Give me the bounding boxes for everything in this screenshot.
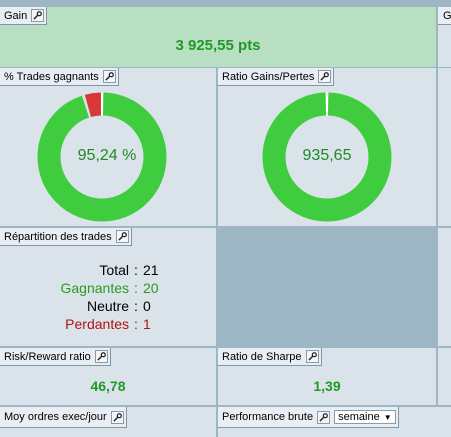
sharpe-panel: Ratio de Sharpe 1,39	[218, 348, 436, 405]
stat-key: Perdantes	[65, 316, 129, 332]
empty-panel	[218, 228, 436, 346]
repartition-title: Répartition des trades	[4, 230, 112, 243]
risk-reward-tab[interactable]: Risk/Reward ratio	[0, 348, 111, 366]
trades-gagnants-win-slice	[37, 92, 167, 222]
wrench-icon[interactable]	[317, 410, 331, 424]
stat-key: Neutre	[86, 298, 129, 314]
sharpe-tab[interactable]: Ratio de Sharpe	[218, 348, 322, 366]
partial-tab-title: G	[443, 9, 451, 22]
stat-key: Gagnantes	[60, 280, 130, 296]
ratio-gains-pertes-donut	[262, 92, 392, 222]
repartition-panel: Répartition des trades Total : 21 Gagnan…	[0, 228, 216, 346]
ratio-gains-pertes-panel: Ratio Gains/Pertes 935,65	[218, 68, 436, 226]
wrench-icon[interactable]	[305, 350, 319, 363]
stat-value: 0	[143, 298, 151, 314]
stat-row-gagnantes: Gagnantes : 20	[52, 279, 159, 297]
risk-reward-panel: Risk/Reward ratio 46,78	[0, 348, 216, 405]
stat-sep: :	[134, 262, 138, 278]
perf-brute-panel: Performance brute semaine ▼	[218, 407, 451, 437]
moy-ordres-tab[interactable]: Moy ordres exec/jour	[0, 407, 127, 428]
perf-brute-tab[interactable]: Performance brute semaine ▼	[218, 407, 399, 428]
repartition-tab[interactable]: Répartition des trades	[0, 228, 132, 246]
gain-title: Gain	[4, 9, 28, 22]
stat-key: Total	[99, 262, 129, 278]
risk-reward-title: Risk/Reward ratio	[4, 350, 91, 363]
wrench-icon[interactable]	[94, 350, 108, 363]
right-strip-3	[438, 348, 451, 405]
wrench-icon[interactable]	[31, 9, 45, 22]
trades-gagnants-label: 95,24 %	[77, 147, 137, 164]
stat-row-total: Total : 21	[52, 261, 159, 279]
stat-row-neutre: Neutre : 0	[52, 297, 159, 315]
perf-brute-title: Performance brute	[222, 411, 314, 423]
gain-panel: Gain 3 925,55 pts	[0, 7, 436, 67]
trade-stats: Total : 21 Gagnantes : 20 Neutre : 0 Per…	[52, 261, 159, 333]
stat-value: 1	[143, 316, 151, 332]
wrench-icon[interactable]	[110, 410, 124, 424]
trades-gagnants-tab[interactable]: % Trades gagnants	[0, 68, 119, 86]
stat-row-perdantes: Perdantes : 1	[52, 315, 159, 333]
stat-sep: :	[134, 280, 138, 296]
period-select-value: semaine	[338, 411, 380, 423]
sharpe-title: Ratio de Sharpe	[222, 350, 302, 363]
stat-sep: :	[134, 298, 138, 314]
moy-ordres-title: Moy ordres exec/jour	[4, 411, 107, 423]
sharpe-value: 1,39	[313, 378, 341, 394]
gain-value: 3 925,55 pts	[175, 37, 261, 54]
partial-panel: G	[438, 7, 451, 67]
partial-tab[interactable]: G	[438, 7, 451, 25]
wrench-icon[interactable]	[115, 230, 129, 243]
risk-reward-value: 46,78	[90, 378, 126, 394]
stat-sep: :	[134, 316, 138, 332]
ratio-gains-pertes-win-slice	[262, 92, 392, 222]
stat-value: 21	[143, 262, 159, 278]
right-strip	[438, 68, 451, 226]
right-strip-2	[438, 228, 451, 346]
gain-tab[interactable]: Gain	[0, 7, 48, 25]
ratio-gains-pertes-label: 935,65	[302, 147, 352, 164]
trades-gagnants-panel: % Trades gagnants 95,24 %	[0, 68, 216, 226]
moy-ordres-panel: Moy ordres exec/jour	[0, 407, 216, 437]
wrench-icon[interactable]	[102, 70, 116, 83]
trades-gagnants-donut	[37, 92, 167, 222]
ratio-gains-pertes-tab[interactable]: Ratio Gains/Pertes	[218, 68, 335, 86]
trades-gagnants-title: % Trades gagnants	[4, 70, 99, 83]
chevron-down-icon: ▼	[383, 412, 392, 422]
ratio-gains-pertes-title: Ratio Gains/Pertes	[222, 70, 315, 83]
stat-value: 20	[143, 280, 159, 296]
period-select[interactable]: semaine ▼	[334, 410, 396, 424]
wrench-icon[interactable]	[318, 70, 332, 83]
